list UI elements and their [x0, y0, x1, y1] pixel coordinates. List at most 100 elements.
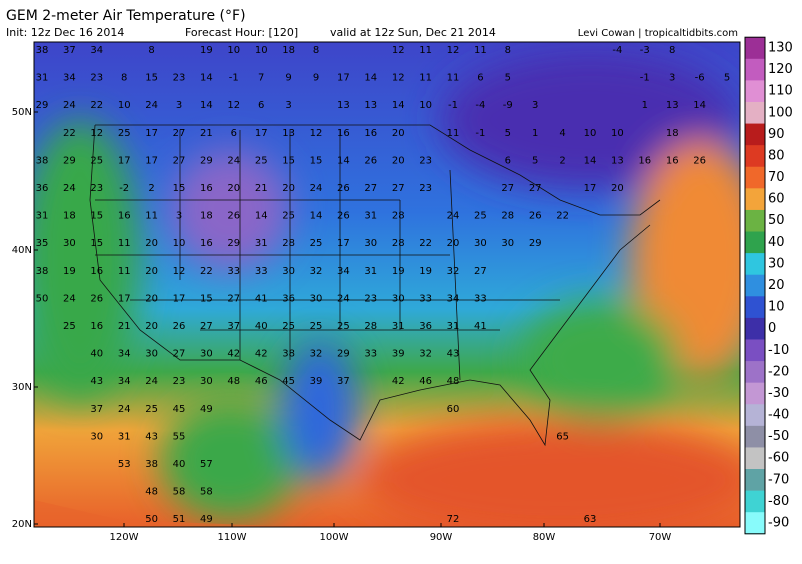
station-value: 26 [693, 155, 706, 166]
station-value: 18 [282, 45, 295, 56]
colorbar-label: -20 [768, 364, 789, 379]
lat-label: 50N [12, 107, 32, 118]
title: GEM 2-meter Air Temperature (°F) [6, 8, 246, 24]
station-value: 17 [145, 128, 158, 139]
station-value: 33 [255, 266, 268, 277]
station-value: 12 [90, 128, 103, 139]
lon-label: 90W [430, 532, 453, 543]
station-value: 34 [337, 266, 350, 277]
station-value: 6 [258, 100, 264, 111]
station-value: 11 [447, 128, 460, 139]
station-value: 8 [669, 45, 675, 56]
station-value: 30 [145, 349, 158, 360]
colorbar-label: 90 [768, 127, 785, 142]
station-value: 37 [227, 321, 240, 332]
station-value: 31 [392, 321, 405, 332]
station-value: 26 [337, 183, 350, 194]
station-value: 28 [282, 238, 295, 249]
station-value: -1 [640, 73, 650, 84]
station-value: 20 [227, 183, 240, 194]
colorbar-swatch [745, 231, 765, 254]
colorbar-swatch [745, 37, 765, 60]
station-value: 35 [36, 238, 49, 249]
station-value: 14 [364, 73, 377, 84]
station-value: 16 [638, 155, 651, 166]
colorbar-swatch [745, 58, 765, 81]
station-value: 3 [532, 100, 538, 111]
colorbar-swatch [745, 166, 765, 189]
station-value: 14 [200, 73, 213, 84]
station-value: -6 [695, 73, 705, 84]
station-value: 17 [173, 293, 186, 304]
colorbar-label: 0 [768, 321, 776, 336]
station-value: 51 [173, 514, 186, 525]
station-value: 30 [474, 238, 487, 249]
station-value: 23 [90, 183, 103, 194]
station-value: 24 [145, 100, 158, 111]
station-value: 24 [118, 404, 131, 415]
station-value: 16 [666, 155, 679, 166]
station-value: 9 [285, 73, 291, 84]
colorbar-label: 30 [768, 256, 785, 271]
station-value: 13 [666, 100, 679, 111]
station-value: 6 [477, 73, 483, 84]
station-value: 36 [419, 321, 432, 332]
station-value: 29 [36, 100, 49, 111]
station-value: 39 [392, 349, 405, 360]
station-value: 20 [145, 266, 158, 277]
station-value: 57 [200, 459, 213, 470]
station-value: 50 [36, 293, 49, 304]
station-value: 25 [310, 238, 323, 249]
station-value: 27 [173, 155, 186, 166]
station-value: -1 [229, 73, 239, 84]
station-value: 26 [227, 211, 240, 222]
station-value: 23 [173, 73, 186, 84]
colorbar-label: -90 [768, 516, 789, 531]
station-value: 20 [145, 293, 158, 304]
station-value: 29 [200, 155, 213, 166]
station-value: 13 [364, 100, 377, 111]
station-value: 11 [419, 73, 432, 84]
station-value: 12 [392, 45, 405, 56]
station-value: 30 [364, 238, 377, 249]
station-value: 37 [63, 45, 76, 56]
station-value: 22 [63, 128, 76, 139]
lon-label: 110W [218, 532, 247, 543]
station-value: 23 [419, 183, 432, 194]
station-value: 31 [36, 211, 49, 222]
station-value: 38 [36, 266, 49, 277]
colorbar-label: -10 [768, 343, 789, 358]
lat-label: 40N [12, 245, 32, 256]
station-value: 30 [63, 238, 76, 249]
station-value: 16 [364, 128, 377, 139]
station-value: 16 [200, 238, 213, 249]
colorbar-swatch [745, 188, 765, 211]
station-value: 72 [447, 514, 460, 525]
credit: Levi Cowan | tropicaltidbits.com [578, 28, 738, 39]
colorbar-swatch [745, 382, 765, 405]
station-value: 27 [227, 293, 240, 304]
colorbar-swatch [745, 253, 765, 276]
station-value: 24 [447, 211, 460, 222]
colorbar-label: 120 [768, 62, 793, 77]
station-value: 7 [258, 73, 264, 84]
station-value: 12 [173, 266, 186, 277]
station-value: 12 [447, 45, 460, 56]
station-value: 23 [364, 293, 377, 304]
station-value: 10 [584, 128, 597, 139]
station-value: 14 [337, 155, 350, 166]
station-value: 17 [118, 155, 131, 166]
station-value: 16 [118, 211, 131, 222]
station-value: 14 [255, 211, 268, 222]
station-value: 8 [505, 45, 511, 56]
colorbar-swatch [745, 339, 765, 362]
station-value: 63 [584, 514, 597, 525]
station-value: 34 [63, 73, 76, 84]
station-value: 23 [419, 155, 432, 166]
station-value: 21 [255, 183, 268, 194]
station-value: 30 [90, 431, 103, 442]
station-value: 14 [392, 100, 405, 111]
colorbar-frame [744, 36, 766, 535]
station-value: 20 [392, 128, 405, 139]
station-value: 23 [173, 376, 186, 387]
